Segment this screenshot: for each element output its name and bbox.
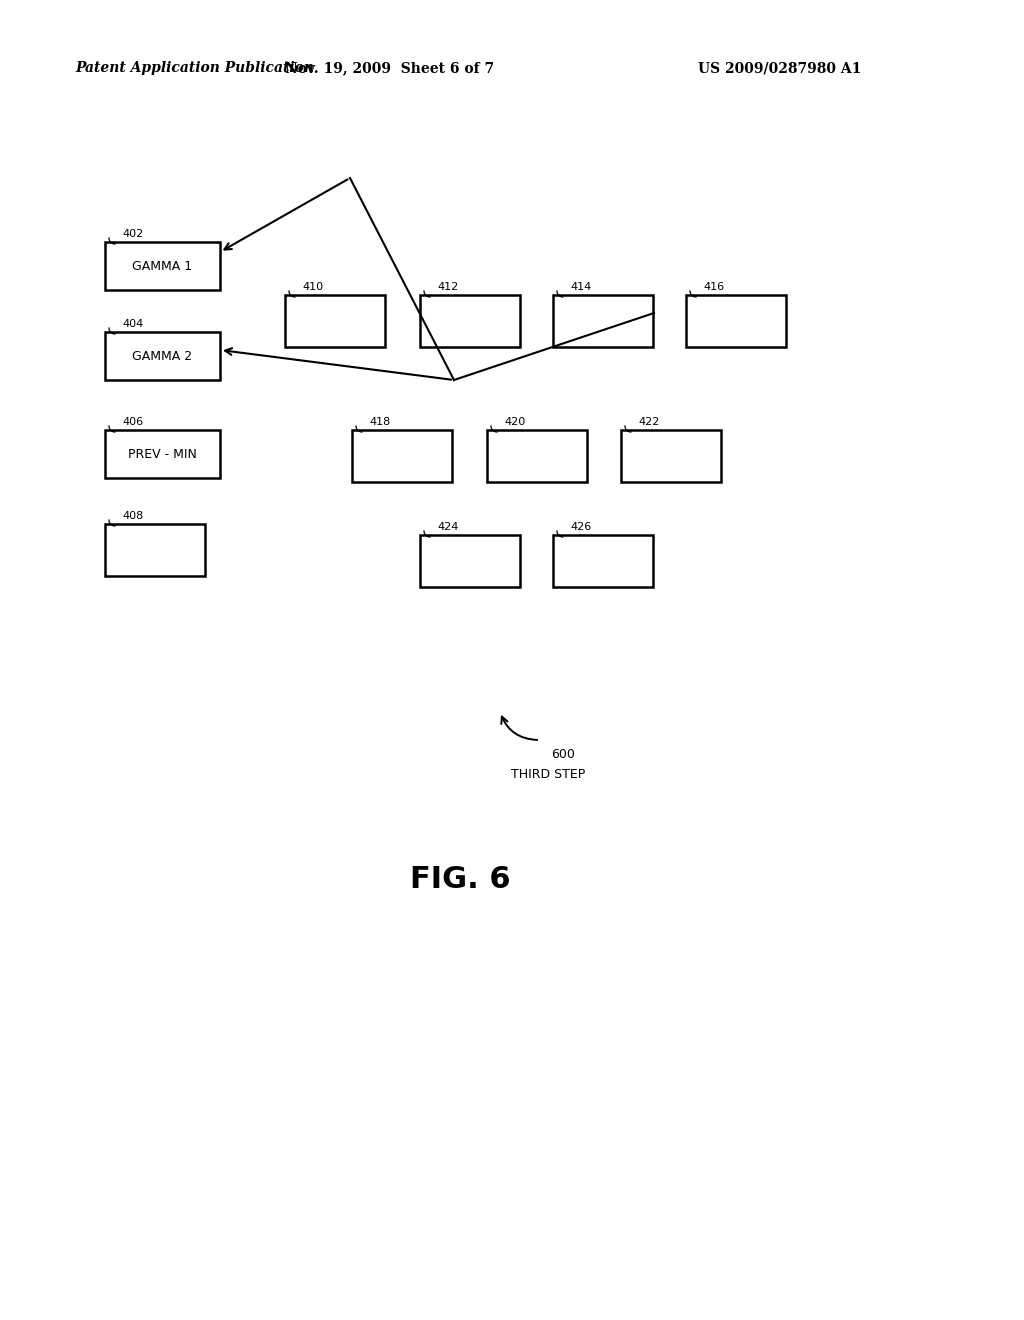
Text: 412: 412 — [437, 282, 459, 292]
Bar — [621, 430, 721, 482]
Bar — [105, 430, 220, 478]
Bar — [420, 535, 520, 587]
Text: US 2009/0287980 A1: US 2009/0287980 A1 — [698, 61, 861, 75]
Text: 600: 600 — [551, 748, 574, 762]
Text: Nov. 19, 2009  Sheet 6 of 7: Nov. 19, 2009 Sheet 6 of 7 — [286, 61, 495, 75]
Text: 414: 414 — [570, 282, 591, 292]
Bar — [105, 333, 220, 380]
Text: FIG. 6: FIG. 6 — [410, 866, 510, 895]
Text: GAMMA 1: GAMMA 1 — [132, 260, 193, 272]
Text: 426: 426 — [570, 521, 591, 532]
Text: 408: 408 — [122, 511, 143, 521]
Text: 418: 418 — [369, 417, 390, 426]
Bar — [105, 242, 220, 290]
Text: 424: 424 — [437, 521, 459, 532]
Bar — [686, 294, 786, 347]
Text: 416: 416 — [703, 282, 724, 292]
Bar — [105, 524, 205, 576]
Text: PREV - MIN: PREV - MIN — [128, 447, 197, 461]
Text: Patent Application Publication: Patent Application Publication — [75, 61, 314, 75]
Text: 410: 410 — [302, 282, 324, 292]
Bar — [420, 294, 520, 347]
Bar — [352, 430, 452, 482]
Text: 402: 402 — [122, 228, 143, 239]
Bar — [487, 430, 587, 482]
Text: 422: 422 — [638, 417, 659, 426]
Text: 404: 404 — [122, 319, 143, 329]
Bar — [285, 294, 385, 347]
Bar — [553, 535, 653, 587]
Text: THIRD STEP: THIRD STEP — [511, 768, 586, 781]
Text: 406: 406 — [122, 417, 143, 426]
Text: GAMMA 2: GAMMA 2 — [132, 350, 193, 363]
Bar — [553, 294, 653, 347]
Text: 420: 420 — [504, 417, 525, 426]
